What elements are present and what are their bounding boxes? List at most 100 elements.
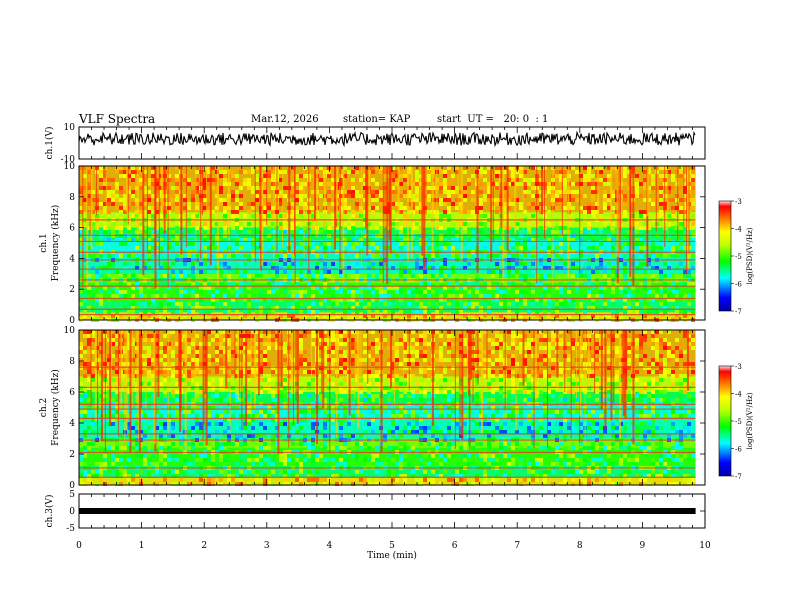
ch2-cell — [107, 378, 111, 382]
ch1-cell — [371, 314, 375, 318]
ch1-cell — [567, 290, 571, 294]
ch1-cell — [179, 294, 183, 298]
ch1-cell — [451, 310, 455, 314]
ch2-cell — [191, 350, 195, 354]
ch1-cell — [143, 210, 147, 214]
ch1-cell — [139, 206, 143, 210]
ch1-sferic — [158, 166, 160, 267]
ch2-cell — [111, 474, 115, 478]
ch1-cell — [447, 182, 451, 186]
ch1-cell — [231, 194, 235, 198]
ch2-cell — [283, 346, 287, 350]
ch2-cell — [139, 382, 143, 386]
ch2-cell — [311, 442, 315, 446]
ch1-cell — [683, 202, 687, 206]
ch1-cell — [327, 230, 331, 234]
ch1-cell — [591, 302, 595, 306]
ch1-cell — [683, 234, 687, 238]
ch1-cell — [111, 226, 115, 230]
ch1-cell — [667, 170, 671, 174]
ch1-cell — [251, 254, 255, 258]
ch2-cell — [243, 334, 247, 338]
ch1-cell — [231, 222, 235, 226]
ch2-cell — [139, 370, 143, 374]
ch1-cell — [375, 206, 379, 210]
ch1-cell — [447, 242, 451, 246]
ch2-cell — [247, 418, 251, 422]
ch1-cell — [287, 274, 291, 278]
ch1-cell — [275, 270, 279, 274]
ch2-cell — [343, 330, 347, 334]
ch1-cell — [231, 210, 235, 214]
ch2-cell — [139, 470, 143, 474]
ch1-cell — [303, 166, 307, 170]
ch1-cell — [455, 234, 459, 238]
ch1-cell — [647, 262, 651, 266]
ch1-cell — [507, 302, 511, 306]
ch2-cell — [267, 470, 271, 474]
ch1-cell — [559, 242, 563, 246]
ch1-cell — [399, 206, 403, 210]
ch1-cell — [151, 174, 155, 178]
ch1-cell — [563, 198, 567, 202]
ch2-cell — [103, 458, 107, 462]
ch2-cell — [147, 394, 151, 398]
ch2-cell — [163, 334, 167, 338]
ch1-cell — [127, 182, 131, 186]
ch2-cell — [251, 370, 255, 374]
ch1-cell — [223, 178, 227, 182]
ch1-cell — [167, 242, 171, 246]
ch1-cell — [563, 178, 567, 182]
ch1-cell — [467, 298, 471, 302]
ch2-cell — [347, 470, 351, 474]
ch1-cell — [131, 302, 135, 306]
ch1-cell — [595, 238, 599, 242]
ch1-cell — [523, 170, 527, 174]
ch2-cell — [255, 414, 259, 418]
ch1-cell — [587, 170, 591, 174]
ch1-cell — [371, 166, 375, 170]
ch2-cell — [87, 394, 91, 398]
ch1-cell — [227, 274, 231, 278]
ch1-cell — [411, 182, 415, 186]
ch1-cell — [267, 298, 271, 302]
ch1-cell — [167, 210, 171, 214]
ch1-cell — [595, 210, 599, 214]
ch2-cell — [251, 342, 255, 346]
ch1-cell — [483, 294, 487, 298]
ch1-cell — [635, 226, 639, 230]
ch1-cell — [443, 298, 447, 302]
ch2-cell — [247, 458, 251, 462]
ch1-cell — [471, 238, 475, 242]
ch1-cell — [167, 170, 171, 174]
ch2-cell — [251, 358, 255, 362]
ch1-cell — [651, 302, 655, 306]
ch1-cell — [351, 234, 355, 238]
ch2-cell — [79, 354, 83, 358]
ch1-cell — [163, 262, 167, 266]
ch2-cell — [167, 378, 171, 382]
ch2-cell — [167, 434, 171, 438]
ch2-cell — [299, 346, 303, 350]
ch1-cell — [559, 226, 563, 230]
ch2-cell — [287, 482, 291, 486]
ch1-cell — [143, 170, 147, 174]
ch1-cell — [683, 298, 687, 302]
ch1-cell — [371, 266, 375, 270]
ch1-cell — [651, 274, 655, 278]
ch1-cell — [403, 194, 407, 198]
ch1-cell — [127, 282, 131, 286]
ch2-cell — [111, 354, 115, 358]
ch2-cell — [307, 430, 311, 434]
ch2-cell — [103, 454, 107, 458]
ch2-cell — [91, 442, 95, 446]
ch2-cell — [111, 454, 115, 458]
ch1-cell — [455, 230, 459, 234]
ch1-cell — [227, 266, 231, 270]
ch1-cell — [503, 290, 507, 294]
ch2-cell — [203, 482, 207, 486]
ch1-cell — [179, 274, 183, 278]
ch1-cell — [635, 222, 639, 226]
ch2-cell — [159, 414, 163, 418]
ch1-cell — [535, 294, 539, 298]
